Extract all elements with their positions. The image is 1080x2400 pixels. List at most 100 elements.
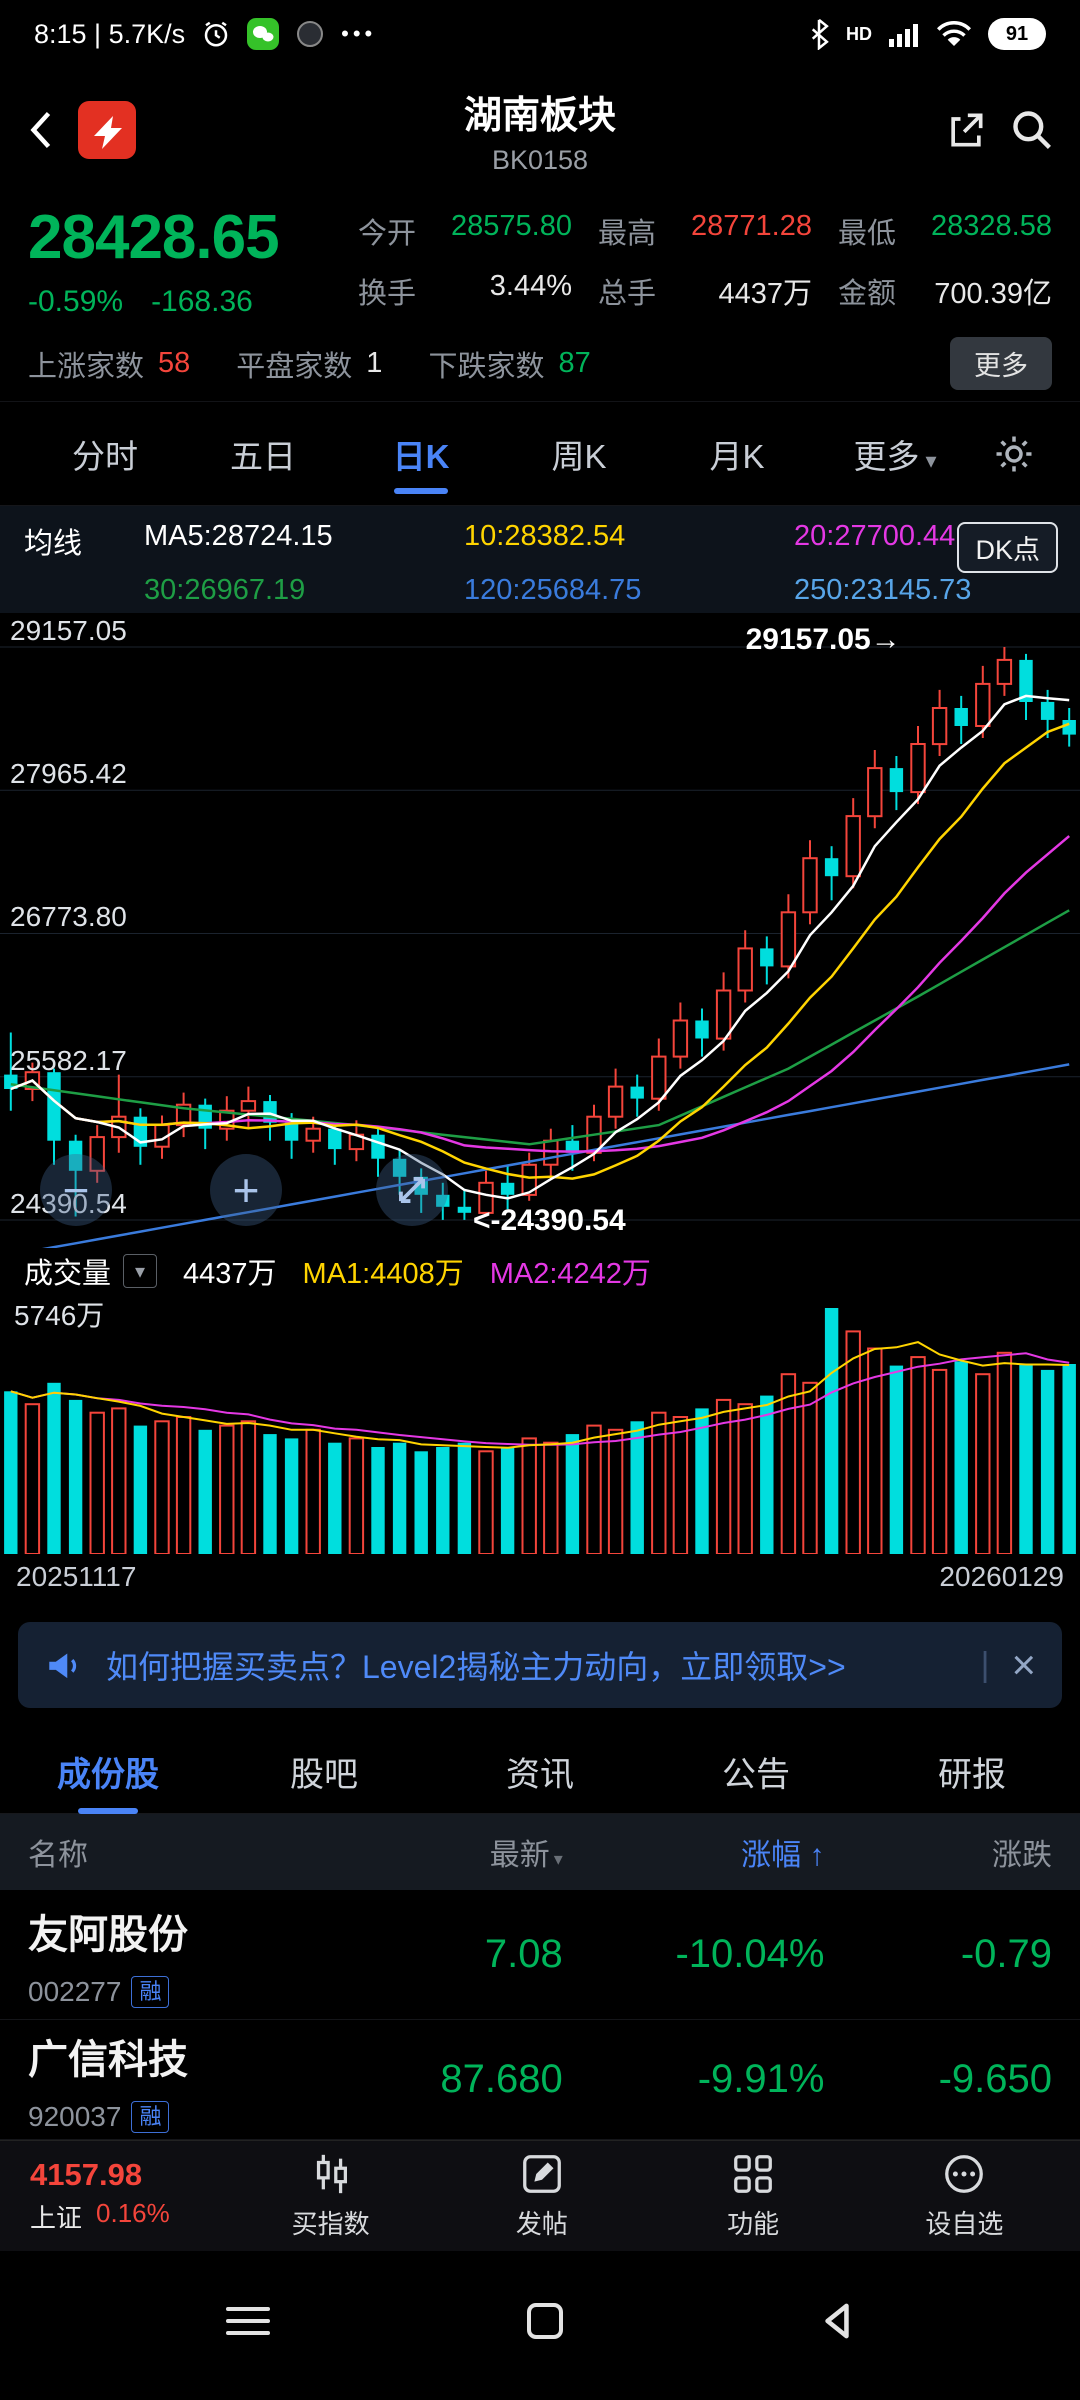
volume-legend: 成交量 ▾ 4437万 MA1:4408万 MA2:4242万 (0, 1248, 1080, 1294)
change-percent: -0.59% (28, 285, 124, 318)
index-quote[interactable]: 4157.98 上证 0.16% (10, 2157, 225, 2235)
status-bar: 8:15 | 5.7K/s ••• HD 91 (0, 0, 1080, 68)
volume-ma2: MA2:4242万 (489, 1258, 651, 1290)
tab-constituents[interactable]: 成份股 (0, 1729, 216, 1814)
ad-close-icon[interactable]: × (1011, 1641, 1036, 1688)
tab-daily-k[interactable]: 日K (342, 414, 500, 494)
functions-button[interactable]: 功能 (648, 2151, 859, 2241)
margin-badge: 融 (131, 2100, 170, 2133)
volume-chart-panel[interactable]: 5746万 (0, 1294, 1080, 1554)
advancers-row: 上涨家数 58 平盘家数 1 下跌家数 87 更多 (28, 337, 1052, 390)
alarm-icon (201, 19, 231, 49)
quote-stats: 今开 28575.80 最高 28771.28 最低 28328.58 换手 3.44%… (358, 202, 1052, 319)
zoom-out-button[interactable]: − (40, 1154, 112, 1226)
ma5-value: MA5:28724.15 (144, 520, 333, 552)
sort-up-icon: ↑ (809, 1839, 825, 1872)
megaphone-icon (44, 1647, 84, 1683)
post-button[interactable]: 发帖 (436, 2151, 647, 2241)
ad-banner[interactable]: 如何把握买卖点？Level2揭秘主力动向，立即领取>> | × (18, 1622, 1062, 1708)
buy-index-button[interactable]: 买指数 (225, 2151, 436, 2241)
ma120-value: 120:25684.75 (464, 574, 642, 606)
tab-minute[interactable]: 分时 (72, 437, 138, 475)
stock-row-2[interactable]: 广信科技 920037 融 87.680 -9.91% -9.650 (0, 2020, 1080, 2140)
sort-caret-icon: ▾ (553, 1849, 563, 1869)
add-watchlist-button[interactable]: 设自选 (859, 2151, 1070, 2241)
tab-forum[interactable]: 股吧 (290, 1756, 358, 1794)
tab-weekly-k[interactable]: 周K (551, 437, 607, 475)
ad-text[interactable]: 如何把握买卖点？Level2揭秘主力动向，立即领取>> (106, 1649, 846, 1685)
stock-chg: -9.650 (938, 2057, 1053, 2101)
current-price: 28428.65 (28, 203, 280, 272)
tab-monthly-k[interactable]: 月K (709, 437, 765, 475)
wechat-icon (247, 18, 280, 50)
high-value: 28771.28 (691, 210, 812, 242)
turnover-value: 3.44% (489, 270, 572, 302)
ma-legend: 均线 MA5:28724.15 10:28382.54 20:27700.44 … (0, 506, 1080, 613)
table-header: 名称 最新 ▾ 涨幅 ↑ 涨跌 (0, 1814, 1080, 1890)
advancers-value: 58 (158, 347, 191, 379)
search-icon[interactable] (1010, 108, 1054, 152)
header-price[interactable]: 最新 ▾ (489, 1839, 563, 1872)
stock-code: 920037 (28, 2100, 122, 2132)
x-axis-end: 20260129 (939, 1561, 1064, 1592)
watchlist-icon (941, 2151, 987, 2197)
recents-icon[interactable] (226, 2303, 270, 2339)
more-button[interactable]: 更多 (950, 337, 1052, 390)
volume-current: 4437万 (183, 1258, 277, 1290)
quote-section: 28428.65 -0.59% -168.36 今开 28575.80 最高 287… (0, 192, 1080, 402)
change-value: -168.36 (151, 285, 253, 318)
price-chart-panel[interactable]: 29157.05 27965.42 26773.80 25582.17 2439… (0, 613, 1080, 1248)
volume-chart[interactable] (0, 1294, 1080, 1554)
ma10-value: 10:28382.54 (464, 520, 626, 552)
home-icon[interactable] (525, 2301, 565, 2341)
open-label: 今开 (358, 218, 417, 250)
back-nav-icon[interactable] (820, 2301, 854, 2341)
volume-max-label: 5746万 (14, 1300, 105, 1331)
index-value: 4157.98 (30, 2157, 143, 2192)
candlestick-chart[interactable] (0, 613, 1080, 1248)
turnover-label: 换手 (358, 278, 417, 310)
dk-point-button[interactable]: DK点 (957, 522, 1058, 573)
x-axis-start: 20251117 (16, 1561, 137, 1592)
status-time: 8:15 | 5.7K/s (34, 18, 186, 49)
settings-icon[interactable] (974, 433, 1054, 475)
stock-chg: -0.79 (960, 1932, 1053, 1976)
ma30-value: 30:26967.19 (144, 574, 306, 606)
ad-divider: | (980, 1645, 990, 1684)
margin-badge: 融 (131, 1975, 170, 2008)
bluetooth-icon (808, 18, 830, 50)
tab-more-periods[interactable]: 更多 ▾ (853, 437, 937, 475)
chevron-down-icon: ▾ (925, 447, 937, 473)
amount-value: 700.39亿 (934, 278, 1052, 310)
header-chg[interactable]: 涨跌 (992, 1839, 1053, 1872)
index-name: 上证 (30, 2203, 83, 2233)
low-label: 最低 (838, 218, 897, 250)
system-nav-bar (0, 2251, 1080, 2390)
header-pct[interactable]: 涨幅 ↑ (741, 1839, 825, 1872)
share-icon[interactable] (944, 108, 988, 152)
header-name[interactable]: 名称 (28, 1839, 88, 1872)
x-axis: 20251117 20260129 (0, 1554, 1080, 1600)
app-logo[interactable] (78, 101, 136, 159)
tab-news[interactable]: 资讯 (506, 1756, 574, 1794)
wifi-icon (936, 20, 972, 48)
stock-price: 87.680 (440, 2057, 563, 2101)
stock-row-1[interactable]: 友阿股份 002277 融 7.08 -10.04% -0.79 (0, 1890, 1080, 2020)
period-tabs: 分时 五日 日K 周K 月K 更多 ▾ (0, 402, 1080, 506)
back-icon[interactable] (26, 108, 56, 152)
expand-chart-button[interactable] (376, 1154, 448, 1226)
functions-grid-icon (730, 2151, 776, 2197)
buy-index-icon (308, 2151, 354, 2197)
tab-5day[interactable]: 五日 (230, 437, 296, 475)
tab-announcements[interactable]: 公告 (722, 1756, 790, 1794)
tab-research[interactable]: 研报 (938, 1756, 1006, 1794)
stock-code: BK0158 (491, 145, 589, 175)
zoom-in-button[interactable]: + (210, 1154, 282, 1226)
volume-title[interactable]: 成交量 (24, 1258, 112, 1290)
volume-dropdown-icon[interactable]: ▾ (123, 1254, 158, 1288)
ma20-value: 20:27700.44 (794, 520, 956, 552)
signal-icon (888, 20, 920, 48)
volume-label: 总手 (598, 278, 657, 310)
open-value: 28575.80 (451, 210, 572, 242)
stock-code: 002277 (28, 1975, 122, 2007)
